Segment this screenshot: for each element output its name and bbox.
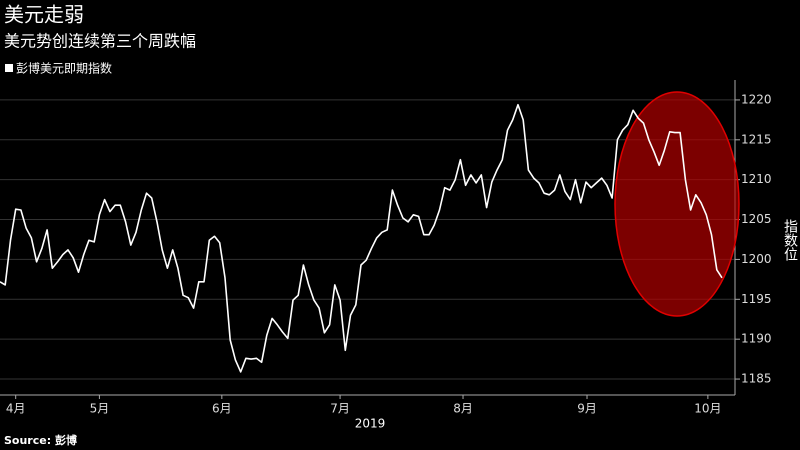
x-tick-label: 6月: [212, 402, 232, 416]
y-tick-label: 1210: [741, 172, 772, 186]
legend-swatch: [5, 64, 13, 72]
grid: 1185 1190 1195 1200 1205 1210 1215 1220 4月 5月 6月 7月…: [0, 80, 772, 416]
x-tick-label: 8月: [453, 402, 473, 416]
y-tick-label: 1185: [741, 372, 772, 386]
chart-title: 美元走弱: [4, 3, 84, 27]
y-tick-label: 1205: [741, 212, 772, 226]
source: Source: 彭博: [4, 433, 77, 447]
x-tick-label: 7月: [330, 402, 350, 416]
y-tick-label: 1200: [741, 252, 772, 266]
y-tick-label: 1190: [741, 332, 772, 346]
x-year-label: 2019: [355, 417, 386, 431]
x-tick-label: 4月: [6, 402, 26, 416]
y-axis-label: 指数位: [782, 219, 798, 261]
chart-subtitle: 美元势创连续第三个周跌幅: [4, 32, 196, 51]
series-line: [0, 103, 723, 373]
x-tick-label: 5月: [90, 402, 110, 416]
legend-label: 彭博美元即期指数: [16, 61, 112, 76]
y-tick-label: 1215: [741, 132, 772, 146]
y-tick-label: 1220: [741, 92, 772, 106]
plot: [0, 103, 723, 373]
x-tick-label: 9月: [577, 402, 597, 416]
y-tick-label: 1195: [741, 292, 772, 306]
x-tick-label: 10月: [694, 402, 721, 416]
highlight-ellipse: [614, 91, 740, 317]
